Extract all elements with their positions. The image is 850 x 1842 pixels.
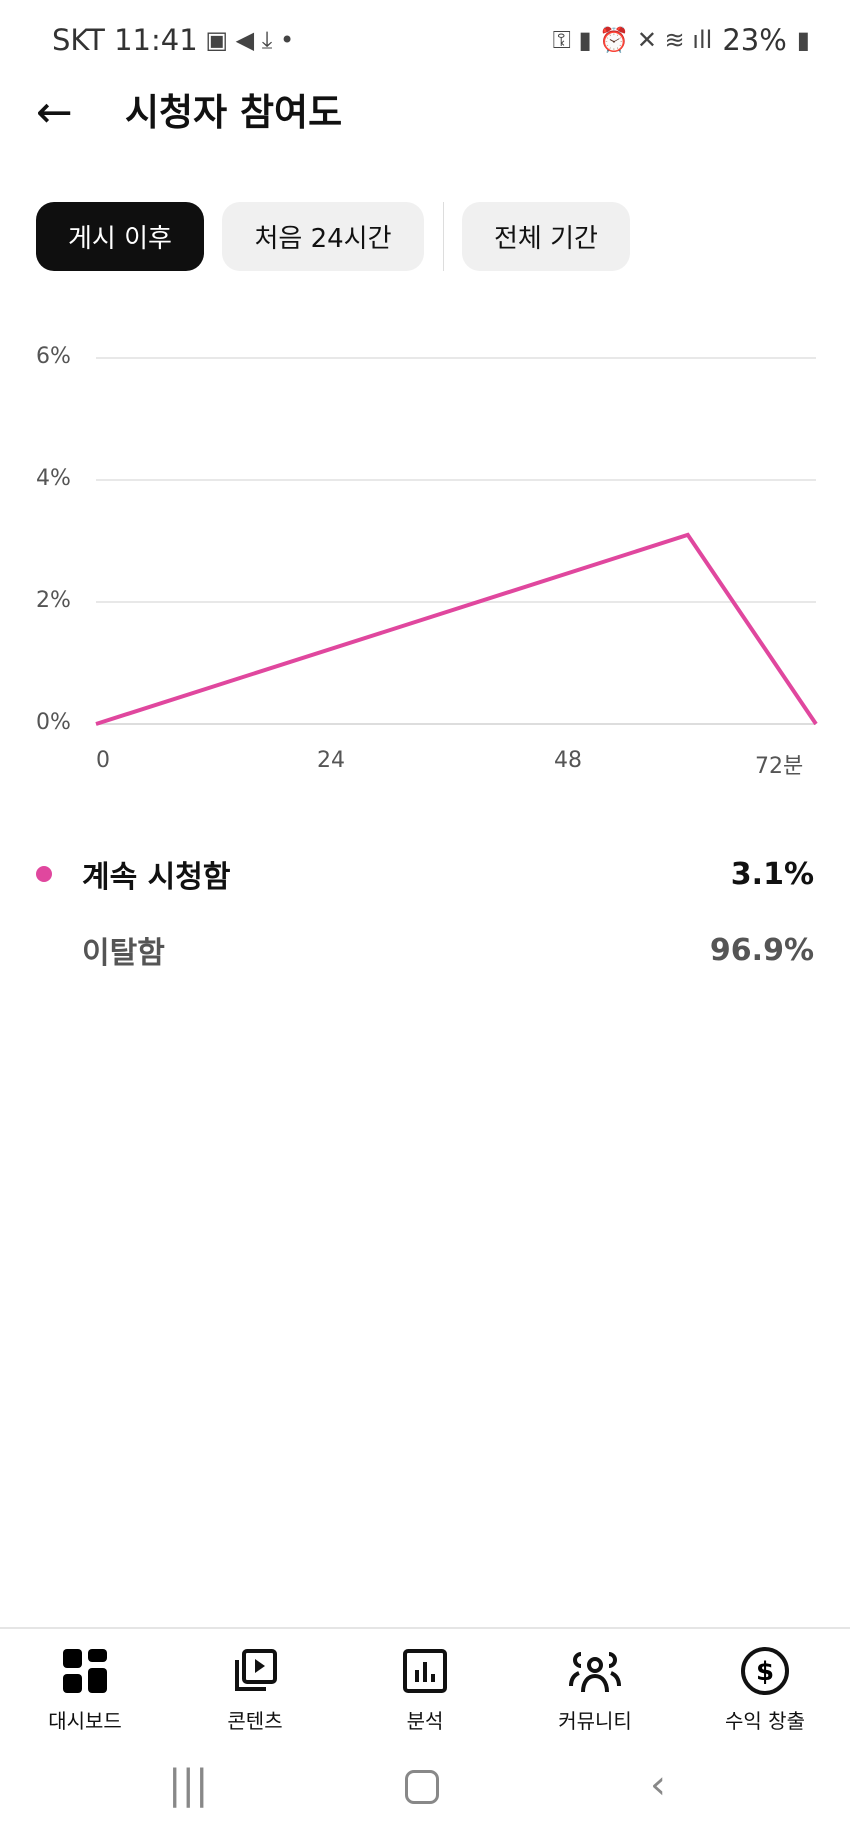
community-icon bbox=[510, 1643, 680, 1699]
x-tick: 24 bbox=[317, 748, 345, 773]
dashboard-icon bbox=[0, 1643, 170, 1699]
clock: 11:41 bbox=[114, 23, 198, 57]
nav-label: 수익 창출 bbox=[725, 1709, 805, 1733]
legend-label: 계속 시청함 bbox=[82, 860, 231, 895]
nav-community[interactable]: 커뮤니티 bbox=[510, 1643, 680, 1734]
tab-since-posted[interactable]: 게시 이후 bbox=[36, 202, 204, 271]
carrier: SKT bbox=[52, 23, 105, 57]
legend-retained: 계속 시청함 3.1% bbox=[36, 852, 814, 896]
y-tick: 0% bbox=[36, 710, 71, 735]
status-bar: SKT 11:41 ▣ ◀ ⤓ • ⚿ ▮ ⏰ ✕ ≋ ıll 23% ▮ bbox=[52, 18, 810, 62]
legend-dropped: 이탈함 96.9% bbox=[36, 928, 814, 972]
x-tick: 72분 bbox=[755, 754, 804, 779]
legend-value: 3.1% bbox=[730, 856, 814, 892]
nav-label: 대시보드 bbox=[48, 1709, 122, 1733]
tab-all-time[interactable]: 전체 기간 bbox=[462, 202, 630, 271]
home-button[interactable] bbox=[405, 1770, 439, 1804]
nav-label: 콘텐츠 bbox=[227, 1709, 283, 1733]
nav-label: 분석 bbox=[406, 1709, 444, 1733]
x-tick: 48 bbox=[554, 748, 582, 773]
system-back-button[interactable]: ‹ bbox=[650, 1762, 666, 1808]
tab-divider bbox=[443, 202, 444, 271]
legend-dot-icon bbox=[36, 866, 52, 882]
tab-first-24h[interactable]: 처음 24시간 bbox=[222, 202, 424, 271]
system-icons: ⚿ ▮ ⏰ ✕ ≋ ıll bbox=[552, 26, 713, 54]
analytics-icon bbox=[340, 1643, 510, 1699]
nav-label: 커뮤니티 bbox=[558, 1709, 632, 1733]
engagement-chart bbox=[95, 357, 818, 726]
battery-percent: 23% bbox=[722, 23, 787, 57]
legend-value: 96.9% bbox=[709, 932, 814, 968]
notification-icons: ▣ ◀ ⤓ • bbox=[197, 26, 295, 54]
y-tick: 2% bbox=[36, 588, 71, 613]
nav-analytics[interactable]: 분석 bbox=[340, 1643, 510, 1734]
content-icon bbox=[170, 1643, 340, 1699]
nav-monetization[interactable]: $ 수익 창출 bbox=[680, 1643, 850, 1734]
bottom-nav: 대시보드 콘텐츠 분석 커뮤니티 $ 수익 창출 bbox=[0, 1627, 850, 1734]
nav-dashboard[interactable]: 대시보드 bbox=[0, 1643, 170, 1734]
recent-apps-button[interactable]: ||| bbox=[168, 1762, 209, 1808]
page-title: 시청자 참여도 bbox=[125, 91, 343, 134]
legend-label: 이탈함 bbox=[82, 936, 165, 971]
y-tick: 6% bbox=[36, 344, 71, 369]
back-button[interactable]: ← bbox=[36, 87, 73, 138]
x-tick: 0 bbox=[96, 748, 110, 773]
monetization-icon: $ bbox=[680, 1643, 850, 1699]
battery-icon: ▮ bbox=[796, 26, 810, 54]
series-line bbox=[95, 532, 818, 726]
y-tick: 4% bbox=[36, 466, 71, 491]
nav-content[interactable]: 콘텐츠 bbox=[170, 1643, 340, 1734]
svg-text:$: $ bbox=[756, 1657, 774, 1687]
